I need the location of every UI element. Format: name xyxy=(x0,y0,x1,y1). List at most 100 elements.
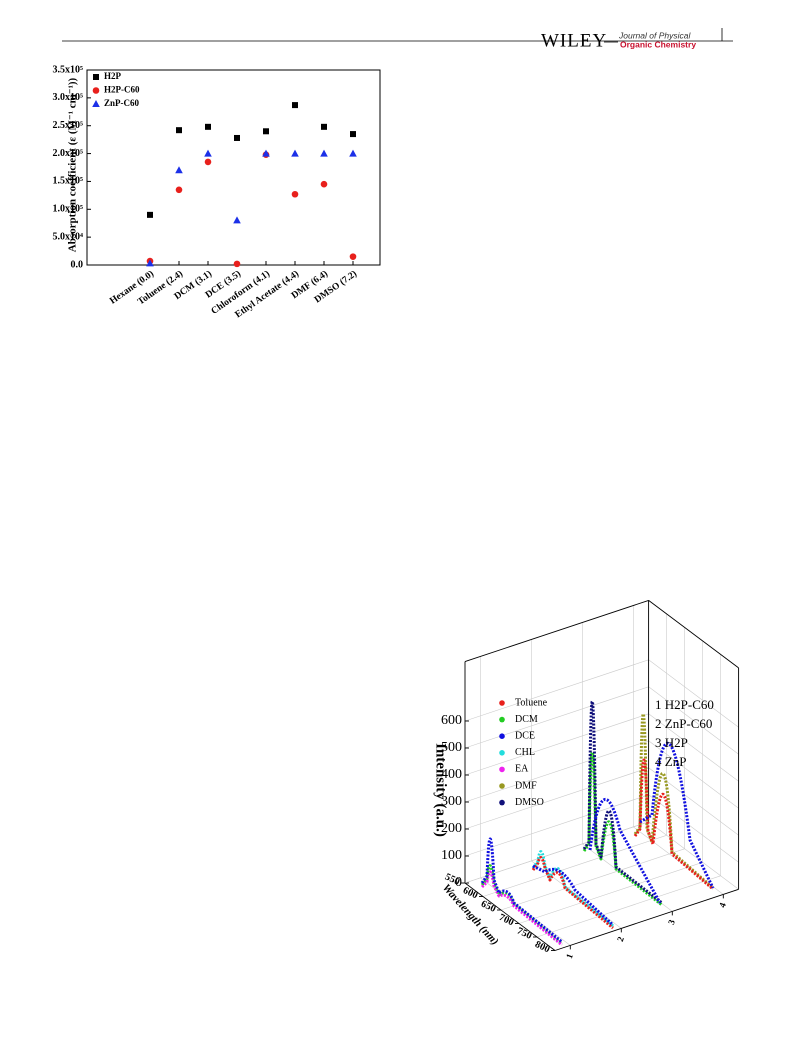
y-tick-label: 2.0x10⁵ xyxy=(53,148,84,159)
legend-marker xyxy=(499,733,505,739)
grid-line xyxy=(648,713,739,782)
annotation: 4 ZnP xyxy=(655,754,686,769)
absorption-chart: Absorption coefficient (ε (M⁻¹ cm⁻¹)) 0.… xyxy=(53,64,381,320)
legend-marker xyxy=(499,750,505,756)
spectrum-trace xyxy=(633,758,714,891)
z-tick-label: 600 xyxy=(441,713,462,728)
spectrum-trace xyxy=(582,700,663,905)
point xyxy=(291,190,299,198)
point xyxy=(321,123,327,130)
legend-label: DCM xyxy=(515,714,538,725)
y-tick-label: 1.5x10⁵ xyxy=(53,176,84,187)
grid-line xyxy=(464,713,649,776)
y-axis-label: Absorption coefficient (ε (M⁻¹ cm⁻¹)) xyxy=(67,77,79,252)
legend-marker xyxy=(499,766,505,773)
z-tick-label: 500 xyxy=(441,740,462,755)
spectrum-trace xyxy=(532,864,615,927)
spectrum-sketch xyxy=(480,700,715,947)
x-tick-label: 3 xyxy=(666,918,677,926)
grid-line xyxy=(500,848,685,911)
annotation: 3 H2P xyxy=(655,735,688,750)
point xyxy=(234,134,240,141)
publisher: WILEY xyxy=(541,30,607,51)
axis-edge xyxy=(648,600,739,669)
point xyxy=(350,131,356,138)
legend-marker xyxy=(92,100,100,107)
grid-line xyxy=(648,740,739,809)
grid-line xyxy=(464,794,649,857)
grid-line xyxy=(648,659,739,728)
legend-label: EA xyxy=(515,764,529,775)
z-tick-label: 100 xyxy=(441,848,462,863)
point xyxy=(204,158,212,166)
z-tick-label: 0 xyxy=(455,875,462,890)
legend-marker xyxy=(92,87,100,94)
y-tick-label: 5.0x10⁴ xyxy=(53,231,84,242)
y-tick-label: 3.5x10⁵ xyxy=(53,64,84,75)
grid-line xyxy=(464,659,649,722)
x-tick-label: 2 xyxy=(615,935,626,943)
point xyxy=(147,211,153,218)
spectrum-trace xyxy=(480,837,563,944)
legend-marker xyxy=(499,716,505,723)
point xyxy=(349,149,357,157)
grid-line xyxy=(464,740,649,803)
annotation: 1 H2P-C60 xyxy=(655,697,714,712)
grid-line xyxy=(464,821,649,884)
legend-marker xyxy=(93,74,99,80)
point xyxy=(320,180,328,188)
z-tick-label: 200 xyxy=(441,821,462,836)
legend-label: CHL xyxy=(515,747,535,758)
point xyxy=(205,123,211,130)
x-tick-label: 1 xyxy=(564,952,575,960)
legend-label: Toluene xyxy=(515,697,548,708)
spectrum-trace xyxy=(531,856,614,930)
journal-title: Journal of Physical xyxy=(618,30,691,40)
point xyxy=(291,149,299,157)
axis-edge xyxy=(464,599,649,663)
point xyxy=(320,149,328,157)
legend-marker xyxy=(499,700,505,706)
grid-line xyxy=(536,875,721,938)
point xyxy=(263,128,269,135)
point xyxy=(233,260,241,268)
point xyxy=(175,166,183,174)
legend-label: DCE xyxy=(515,730,535,741)
point xyxy=(233,216,241,224)
plot-frame xyxy=(86,69,381,266)
point xyxy=(146,259,154,267)
grid-line xyxy=(648,821,739,890)
journal-title: Organic Chemistry xyxy=(620,39,696,49)
spectrum-trace xyxy=(633,712,714,890)
grid-line xyxy=(648,794,739,863)
point xyxy=(292,102,298,109)
legend-marker xyxy=(499,783,505,789)
legend-label: DMSO xyxy=(515,797,544,808)
grid-line xyxy=(648,686,739,755)
legend-label: H2P xyxy=(104,71,122,81)
fluorescence-3d-chart: Intensity (a.u.) Wavelength (nm) 0100200… xyxy=(433,599,740,960)
y-tick-label: 1.0x10⁵ xyxy=(53,204,84,215)
y-tick-label: 2.5x10⁵ xyxy=(53,120,84,131)
y-tick-label: 3.0x10⁵ xyxy=(53,92,84,103)
grid-line xyxy=(464,686,649,749)
grid-line xyxy=(648,767,739,836)
grid-line xyxy=(464,767,649,830)
spectrum-trace xyxy=(639,741,715,889)
x-tick-label: 4 xyxy=(717,901,728,909)
axis-edge xyxy=(464,882,556,951)
spectrum-trace xyxy=(588,797,662,904)
z-tick-label: 400 xyxy=(441,767,462,782)
axis-edge xyxy=(554,888,739,951)
y-tick-label: 0.0 xyxy=(71,259,84,270)
annotation: 2 ZnP-C60 xyxy=(655,716,712,731)
legend-label: ZnP-C60 xyxy=(104,98,140,108)
legend-label: H2P-C60 xyxy=(104,85,140,95)
grid-line xyxy=(518,862,703,924)
legend-marker xyxy=(499,799,505,806)
grid-line xyxy=(482,835,667,897)
point xyxy=(176,127,182,134)
point xyxy=(175,186,183,194)
legend-label: DMF xyxy=(515,780,537,791)
